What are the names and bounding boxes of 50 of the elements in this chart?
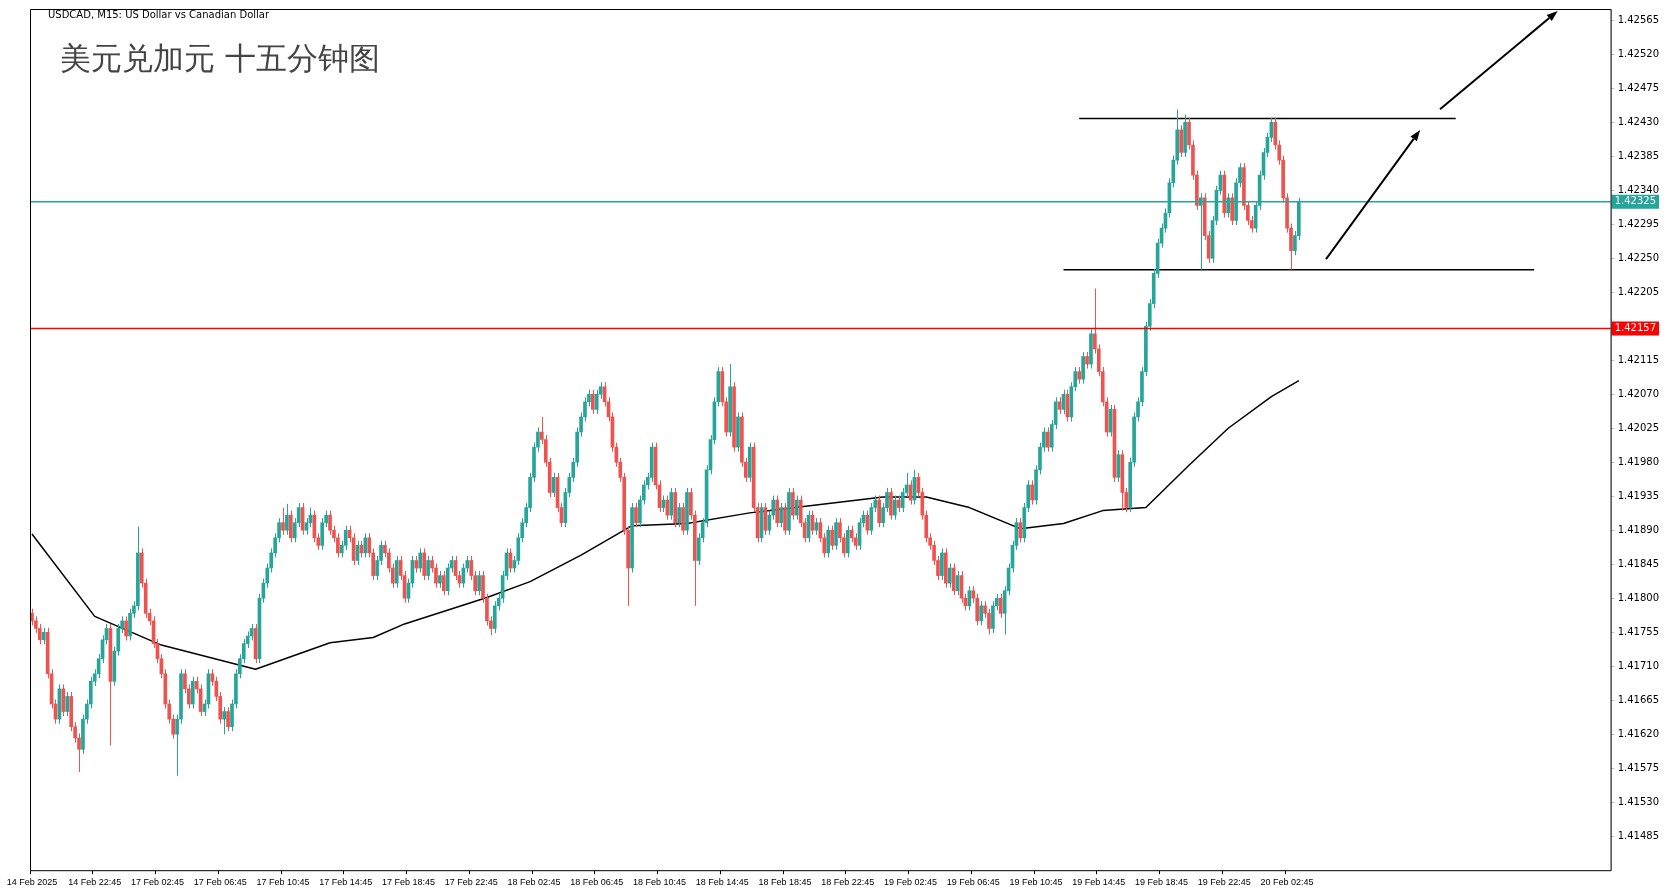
x-tick-label: 19 Feb 02:45 [884, 877, 938, 888]
y-tick-label: 1.42295 [1617, 217, 1660, 229]
y-tick-label: 1.41620 [1617, 727, 1660, 739]
x-tick-label: 19 Feb 10:45 [1009, 877, 1063, 888]
y-tick-label: 1.41800 [1617, 591, 1660, 603]
candlestick [281, 507, 285, 536]
y-tick-label: 1.42340 [1617, 183, 1660, 195]
x-tick-label: 18 Feb 18:45 [758, 877, 812, 888]
x-tick-label: 19 Feb 06:45 [946, 877, 1000, 888]
y-tick-label: 1.41845 [1617, 557, 1660, 569]
x-tick-label: 18 Feb 02:45 [507, 877, 561, 888]
x-tick-label: 18 Feb 14:45 [695, 877, 749, 888]
y-tick-label: 1.41890 [1617, 523, 1660, 535]
y-tick-label: 1.41710 [1617, 659, 1660, 671]
y-tick-label: 1.41575 [1617, 761, 1660, 773]
y-tick-label: 1.42385 [1617, 149, 1660, 161]
x-tick-label: 17 Feb 22:45 [444, 877, 498, 888]
x-tick-label: 19 Feb 18:45 [1135, 877, 1189, 888]
x-tick-label: 17 Feb 02:45 [130, 877, 184, 888]
x-tick-label: 14 Feb 2025 [6, 877, 58, 888]
y-tick-label: 1.42430 [1617, 115, 1660, 127]
x-tick-label: 20 Feb 02:45 [1260, 877, 1314, 888]
x-tick-label: 19 Feb 14:45 [1072, 877, 1126, 888]
y-tick-label: 1.42070 [1617, 387, 1660, 399]
y-tick-label: 1.41530 [1617, 795, 1660, 807]
x-tick-label: 14 Feb 22:45 [68, 877, 122, 888]
ref-line-label: 1.42157 [1614, 322, 1657, 334]
x-tick-label: 17 Feb 06:45 [193, 877, 247, 888]
y-tick-label: 1.42025 [1617, 421, 1660, 433]
y-tick-label: 1.41755 [1617, 625, 1660, 637]
y-tick-label: 1.42250 [1617, 251, 1660, 263]
y-tick-label: 1.42520 [1617, 47, 1660, 59]
y-tick-label: 1.41485 [1617, 829, 1660, 841]
x-tick-label: 18 Feb 22:45 [821, 877, 875, 888]
y-tick-label: 1.41980 [1617, 455, 1660, 467]
y-tick-label: 1.41665 [1617, 693, 1660, 705]
x-tick-label: 17 Feb 14:45 [319, 877, 373, 888]
x-tick-label: 17 Feb 10:45 [256, 877, 310, 888]
ref-line-label: 1.42325 [1614, 195, 1657, 207]
chart-subtitle: USDCAD, M15: US Dollar vs Canadian Dollar [48, 9, 270, 20]
y-tick-label: 1.42565 [1617, 13, 1660, 25]
y-tick-label: 1.42475 [1617, 81, 1660, 93]
y-tick-label: 1.42115 [1617, 353, 1660, 365]
x-tick-label: 17 Feb 18:45 [381, 877, 436, 888]
y-tick-label: 1.41935 [1617, 489, 1660, 501]
x-tick-label: 18 Feb 06:45 [570, 877, 624, 888]
x-tick-label: 19 Feb 22:45 [1197, 877, 1251, 888]
x-tick-label: 18 Feb 10:45 [632, 877, 687, 888]
text: 美元兑加元 十五分钟图 [60, 39, 380, 78]
y-tick-label: 1.42205 [1617, 285, 1660, 297]
